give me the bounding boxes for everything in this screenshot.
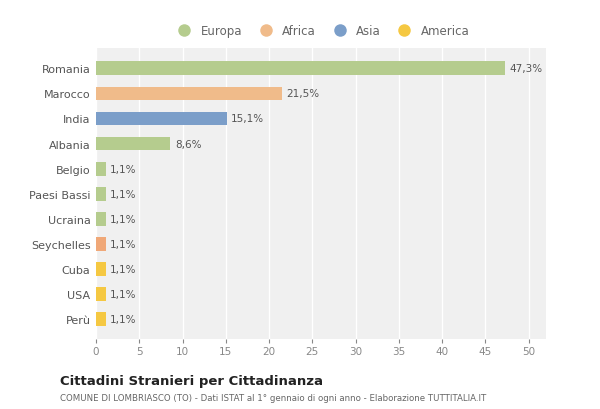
Text: 1,1%: 1,1% bbox=[110, 189, 136, 199]
Legend: Europa, Africa, Asia, America: Europa, Africa, Asia, America bbox=[167, 20, 475, 43]
Text: COMUNE DI LOMBRIASCO (TO) - Dati ISTAT al 1° gennaio di ogni anno - Elaborazione: COMUNE DI LOMBRIASCO (TO) - Dati ISTAT a… bbox=[60, 393, 486, 402]
Bar bbox=[96, 288, 106, 301]
Bar bbox=[96, 238, 106, 251]
Text: 15,1%: 15,1% bbox=[231, 114, 264, 124]
Text: 47,3%: 47,3% bbox=[509, 64, 543, 74]
Text: 1,1%: 1,1% bbox=[110, 239, 136, 249]
Text: 8,6%: 8,6% bbox=[175, 139, 201, 149]
Bar bbox=[96, 162, 106, 176]
Bar bbox=[96, 212, 106, 226]
Bar bbox=[96, 187, 106, 201]
Text: 1,1%: 1,1% bbox=[110, 290, 136, 299]
Text: 1,1%: 1,1% bbox=[110, 315, 136, 324]
Bar bbox=[96, 312, 106, 326]
Text: 1,1%: 1,1% bbox=[110, 214, 136, 224]
Bar bbox=[96, 112, 227, 126]
Text: Cittadini Stranieri per Cittadinanza: Cittadini Stranieri per Cittadinanza bbox=[60, 374, 323, 387]
Bar bbox=[96, 263, 106, 276]
Bar bbox=[96, 62, 505, 76]
Bar bbox=[96, 137, 170, 151]
Text: 21,5%: 21,5% bbox=[286, 89, 320, 99]
Text: 1,1%: 1,1% bbox=[110, 164, 136, 174]
Text: 1,1%: 1,1% bbox=[110, 264, 136, 274]
Bar bbox=[96, 87, 282, 101]
